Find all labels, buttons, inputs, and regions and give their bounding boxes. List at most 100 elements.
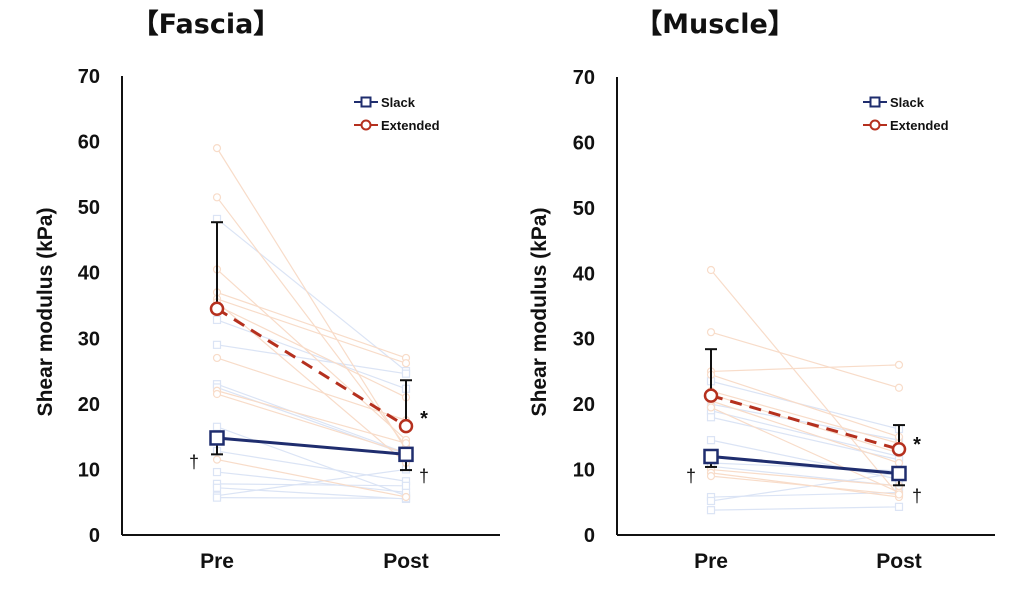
individual-point-slack xyxy=(401,369,411,378)
individual-line-slack xyxy=(710,439,900,480)
individual-line-extended xyxy=(710,475,900,496)
legend-extended-label: Extended xyxy=(890,118,949,133)
individual-line-slack xyxy=(216,487,407,500)
individual-point-extended xyxy=(706,472,716,481)
legend-extended-marker xyxy=(360,119,372,131)
mean-point-slack xyxy=(209,430,225,446)
mean-series xyxy=(703,348,907,487)
individual-point-slack xyxy=(706,413,716,422)
individual-point-extended xyxy=(894,360,904,369)
x-tick-post: Post xyxy=(383,550,429,573)
legend-slack-label: Slack xyxy=(381,95,416,110)
y-tick-label: 10 xyxy=(573,460,595,482)
individual-line-slack xyxy=(216,497,407,499)
individual-point-slack xyxy=(706,506,716,515)
individual-point-slack xyxy=(894,502,904,511)
individual-point-slack xyxy=(212,483,222,492)
individual-line-extended xyxy=(216,357,407,421)
individual-line-slack xyxy=(710,506,900,511)
individual-point-extended xyxy=(401,359,411,368)
mean-line-extended xyxy=(710,394,900,451)
legend-slack-marker xyxy=(869,96,881,108)
individual-line-extended xyxy=(710,393,900,454)
individual-line-slack xyxy=(710,472,900,502)
legend-extended-marker xyxy=(869,119,881,131)
y-axis-label: Shear modulus (kPa) xyxy=(34,208,57,417)
dagger-post: † xyxy=(419,466,429,486)
individual-line-extended xyxy=(710,468,900,487)
y-tick-label: 70 xyxy=(573,67,595,89)
y-tick-label: 50 xyxy=(573,198,595,220)
individual-lines xyxy=(706,265,904,515)
x-tick-pre: Pre xyxy=(694,550,728,573)
y-tick-label: 70 xyxy=(78,66,100,88)
y-tick-label: 30 xyxy=(573,329,595,351)
legend: Slack Extended xyxy=(863,95,949,133)
legend-slack-marker xyxy=(360,96,372,108)
y-tick-label: 10 xyxy=(78,459,100,481)
x-tick-pre: Pre xyxy=(200,550,234,573)
individual-line-extended xyxy=(216,298,407,364)
mean-line-slack xyxy=(216,436,407,456)
mean-point-extended xyxy=(398,418,414,434)
y-tick-label: 40 xyxy=(573,263,595,285)
individual-line-slack xyxy=(710,380,900,430)
individual-point-slack xyxy=(212,467,222,477)
individual-line-extended xyxy=(710,364,900,373)
dagger-pre: † xyxy=(686,466,696,486)
muscle-panel: 【Muscle】 Shear modulus (kPa) 0 10 20 30 40 50… xyxy=(528,9,995,573)
individual-point-extended xyxy=(401,492,411,502)
individual-point-extended xyxy=(894,383,904,392)
individual-point-extended xyxy=(212,144,222,153)
individual-point-extended xyxy=(212,193,222,202)
individual-line-extended xyxy=(710,406,900,494)
legend-slack-label: Slack xyxy=(890,95,925,110)
chart-title: 【Muscle】 xyxy=(635,9,795,40)
individual-line-extended xyxy=(216,390,407,444)
dagger-post: † xyxy=(912,486,922,506)
y-tick-label: 20 xyxy=(573,394,595,416)
y-tick-label: 30 xyxy=(78,328,100,350)
individual-line-slack xyxy=(710,410,900,458)
individual-point-slack xyxy=(706,436,716,445)
individual-line-extended xyxy=(216,268,407,441)
asterisk-post: * xyxy=(420,408,428,430)
y-tick-labels: 0 10 20 30 40 50 60 70 xyxy=(573,67,595,547)
y-tick-label: 20 xyxy=(78,394,100,416)
individual-line-extended xyxy=(216,459,407,498)
mean-point-extended xyxy=(209,301,225,317)
y-tick-label: 60 xyxy=(78,132,100,154)
chart-title: 【Fascia】 xyxy=(132,9,281,40)
y-tick-labels: 0 10 20 30 40 50 60 70 xyxy=(78,66,100,547)
mean-point-extended xyxy=(891,442,907,457)
individual-line-extended xyxy=(216,393,407,454)
y-tick-label: 0 xyxy=(89,525,100,547)
individual-point-extended xyxy=(894,490,904,499)
individual-point-extended xyxy=(706,265,716,275)
individual-line-extended xyxy=(710,400,900,464)
individual-line-extended xyxy=(216,304,407,398)
individual-line-slack xyxy=(216,483,407,487)
y-tick-label: 0 xyxy=(584,525,595,547)
individual-line-extended xyxy=(710,269,900,497)
individual-point-extended xyxy=(894,458,904,468)
individual-point-extended xyxy=(212,389,222,399)
fascia-panel: 【Fascia】 Shear modulus (kPa) 0 10 20 30 40 50… xyxy=(34,9,500,573)
individual-line-extended xyxy=(216,301,407,464)
individual-point-extended xyxy=(401,439,411,448)
individual-point-slack xyxy=(212,315,222,325)
individual-line-extended xyxy=(710,374,900,438)
individual-point-slack xyxy=(401,481,411,490)
mean-line-extended xyxy=(216,307,407,428)
individual-point-extended xyxy=(212,353,222,363)
individual-point-extended xyxy=(706,403,716,412)
individual-point-slack xyxy=(212,493,222,502)
individual-line-extended xyxy=(216,147,407,451)
individual-line-extended xyxy=(216,291,407,359)
mean-point-slack xyxy=(891,465,907,482)
individual-point-extended xyxy=(706,328,716,337)
mean-point-slack xyxy=(703,448,719,465)
mean-series xyxy=(209,221,414,472)
legend: Slack Extended xyxy=(354,95,440,133)
